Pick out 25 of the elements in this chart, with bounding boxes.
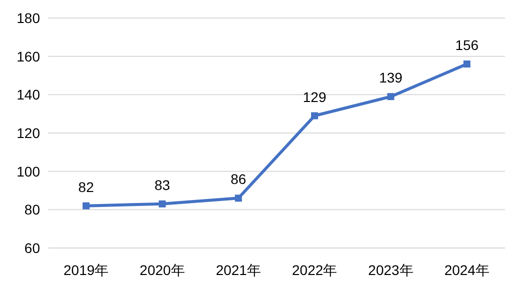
x-tick-label: 2021年 (216, 262, 261, 278)
y-tick-label: 60 (24, 240, 40, 256)
point (311, 112, 318, 120)
x-tick-label: 2019年 (64, 262, 109, 278)
y-tick-label: 140 (16, 86, 40, 103)
point (387, 93, 394, 100)
point (234, 194, 242, 202)
x-tick-label: 2024年 (444, 262, 490, 278)
data-label: 139 (379, 70, 403, 86)
data-label: 82 (78, 178, 94, 195)
data-label: 156 (455, 37, 479, 53)
point (463, 60, 470, 68)
point (82, 202, 90, 210)
y-tick-label: 160 (16, 48, 40, 64)
x-tick-label: 2022年 (292, 262, 338, 278)
y-tick-label: 80 (24, 202, 40, 218)
data-label: 83 (154, 176, 170, 193)
data-label: 129 (302, 88, 326, 105)
y-tick-label: 100 (16, 163, 40, 180)
x-tick-label: 2020年 (140, 262, 185, 278)
y-tick-label: 120 (16, 125, 40, 141)
x-tick-label: 2023年 (368, 262, 414, 278)
data-label: 86 (230, 171, 246, 188)
point (158, 200, 166, 208)
y-tick-label: 180 (16, 10, 40, 26)
